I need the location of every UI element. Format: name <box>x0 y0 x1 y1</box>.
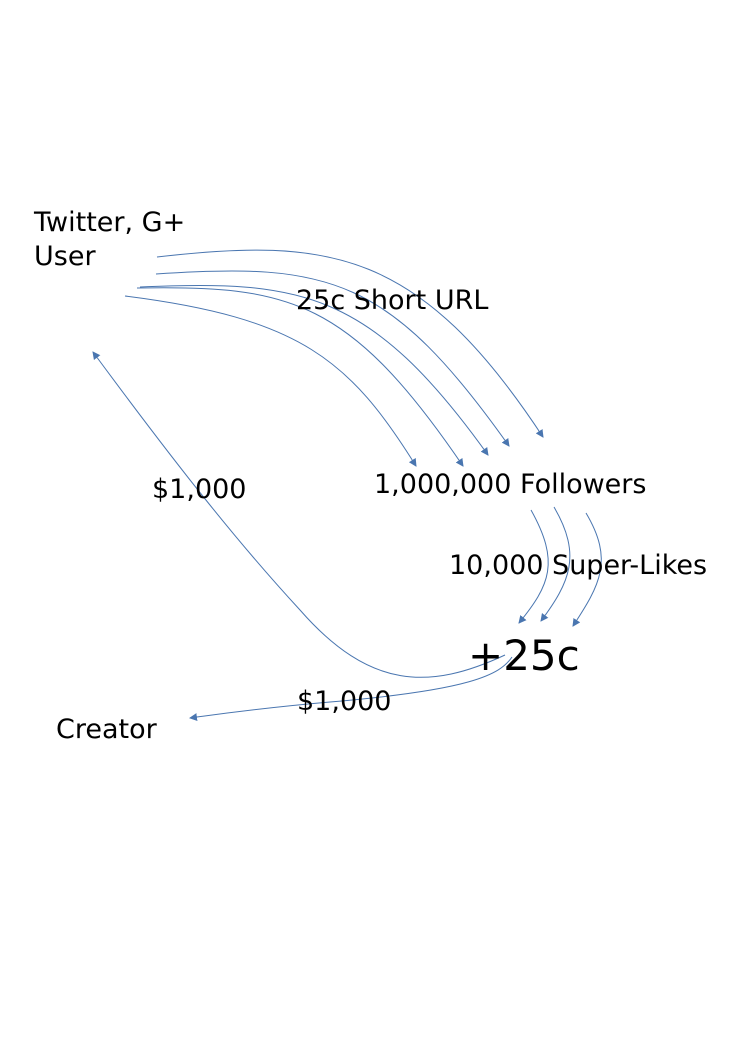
arrow-user-to-followers-5 <box>124 295 417 467</box>
arrow-followers-to-25c-3 <box>572 512 602 627</box>
super-likes-label: 10,000 Super-Likes <box>449 550 708 581</box>
arrow-followers-to-25c-1 <box>518 509 549 624</box>
arrow-user-to-followers-1 <box>156 249 544 438</box>
followers-node-label: 1,000,000 Followers <box>374 469 647 500</box>
user-node-line1: Twitter, G+ <box>34 207 186 238</box>
short-url-label: 25c Short URL <box>296 285 489 316</box>
arrow-25c-to-user <box>92 351 506 678</box>
arrow-user-to-followers-2 <box>155 270 510 447</box>
arrow-followers-to-25c-2 <box>540 506 571 622</box>
plus-25c-node-label: +25c <box>468 631 580 680</box>
arrow-user-to-followers-4 <box>136 287 464 467</box>
user-node-line2: User <box>34 240 96 272</box>
payback-user-label: $1,000 <box>152 474 247 505</box>
creator-node-label: Creator <box>56 714 157 745</box>
arrow-25c-to-creator <box>189 656 513 722</box>
payout-creator-label: $1,000 <box>297 686 392 717</box>
arrow-user-to-followers-3 <box>139 284 489 456</box>
user-node-label: Twitter, G+ User <box>34 206 204 274</box>
